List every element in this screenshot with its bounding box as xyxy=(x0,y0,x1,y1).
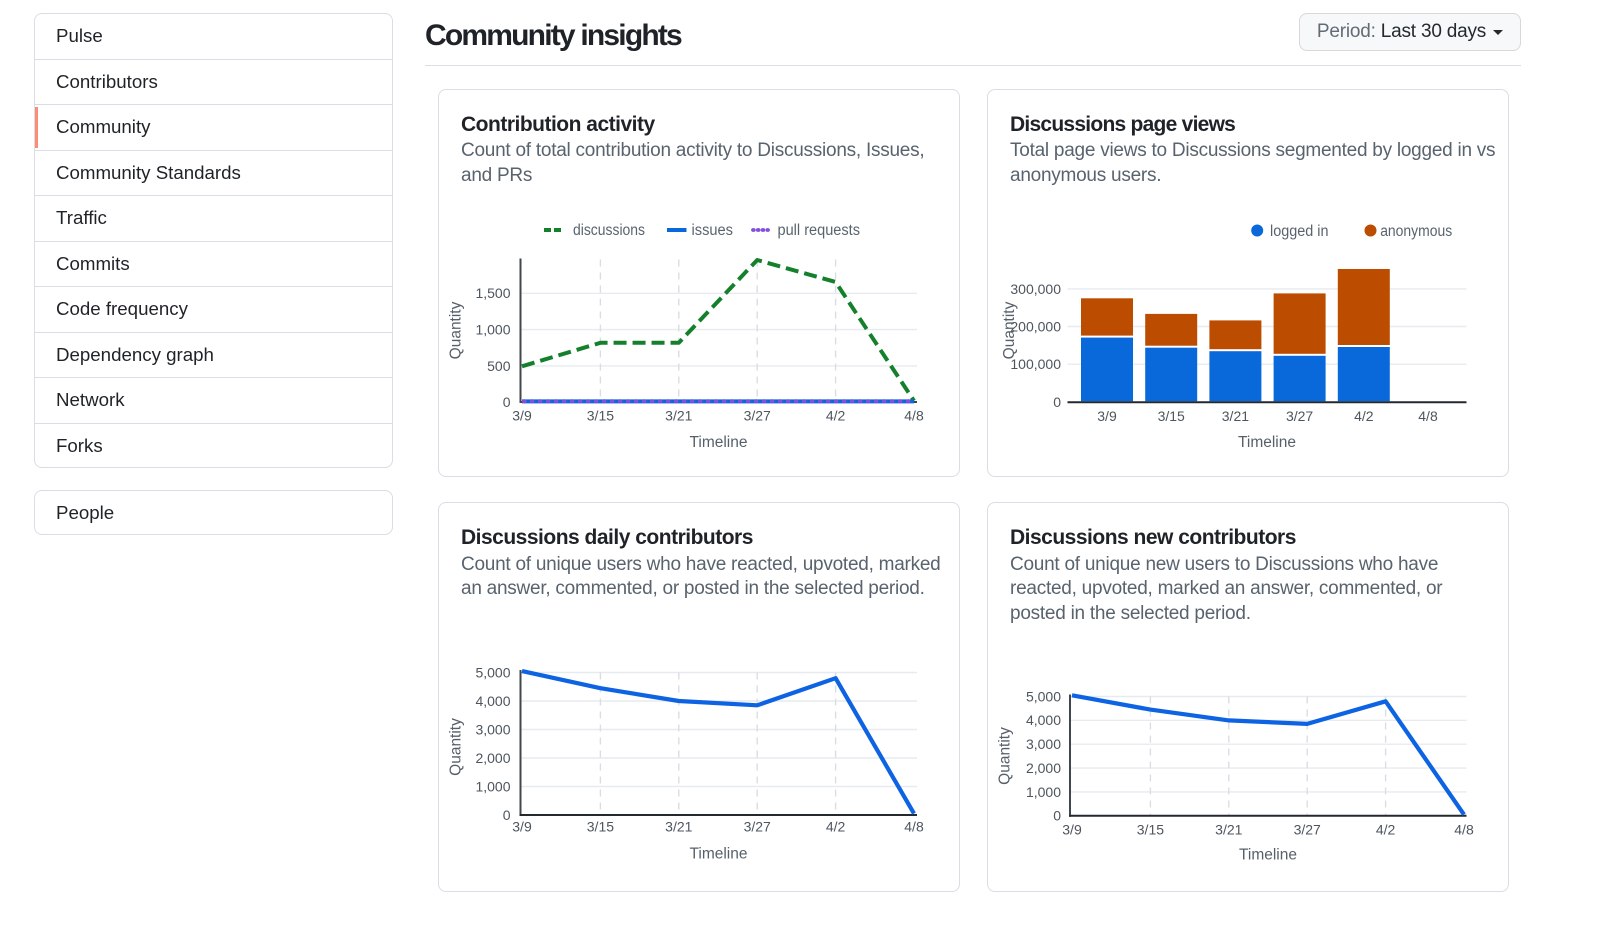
svg-text:4/8: 4/8 xyxy=(904,407,924,423)
svg-text:3/27: 3/27 xyxy=(1286,408,1313,424)
svg-text:3/21: 3/21 xyxy=(1215,822,1242,838)
svg-text:3/9: 3/9 xyxy=(1062,822,1082,838)
svg-text:Timeline: Timeline xyxy=(1239,847,1297,864)
svg-text:3/15: 3/15 xyxy=(1158,408,1185,424)
svg-text:pull requests: pull requests xyxy=(778,222,861,239)
svg-text:3/9: 3/9 xyxy=(512,819,532,835)
svg-text:3/15: 3/15 xyxy=(587,819,614,835)
svg-text:200,000: 200,000 xyxy=(1010,318,1061,334)
svg-text:1,000: 1,000 xyxy=(475,778,510,794)
svg-text:Timeline: Timeline xyxy=(690,846,748,863)
svg-text:4,000: 4,000 xyxy=(475,693,510,709)
svg-text:3/27: 3/27 xyxy=(744,407,771,423)
svg-text:4/2: 4/2 xyxy=(1376,822,1396,838)
svg-text:3,000: 3,000 xyxy=(1026,736,1061,752)
svg-text:anonymous: anonymous xyxy=(1380,223,1452,240)
svg-text:1,000: 1,000 xyxy=(1026,784,1061,800)
svg-text:3,000: 3,000 xyxy=(475,721,510,737)
svg-text:4,000: 4,000 xyxy=(1026,712,1061,728)
svg-text:3/27: 3/27 xyxy=(744,819,771,835)
svg-text:4/8: 4/8 xyxy=(1454,822,1474,838)
svg-text:1,000: 1,000 xyxy=(475,321,510,337)
svg-text:0: 0 xyxy=(503,393,511,409)
svg-text:300,000: 300,000 xyxy=(1010,281,1061,297)
svg-text:4/8: 4/8 xyxy=(1418,408,1438,424)
svg-text:3/27: 3/27 xyxy=(1294,822,1321,838)
svg-text:discussions: discussions xyxy=(573,222,645,239)
svg-text:100,000: 100,000 xyxy=(1010,356,1061,372)
svg-text:3/9: 3/9 xyxy=(512,407,532,423)
svg-text:Timeline: Timeline xyxy=(690,434,748,451)
svg-text:2,000: 2,000 xyxy=(1026,760,1061,776)
svg-text:3/21: 3/21 xyxy=(1222,408,1249,424)
svg-text:3/9: 3/9 xyxy=(1097,408,1117,424)
svg-text:Quantity: Quantity xyxy=(448,301,465,359)
svg-text:3/15: 3/15 xyxy=(1137,822,1164,838)
svg-text:4/2: 4/2 xyxy=(1354,408,1374,424)
svg-text:Quantity: Quantity xyxy=(997,727,1014,785)
svg-text:Timeline: Timeline xyxy=(1238,434,1296,451)
svg-text:5,000: 5,000 xyxy=(1026,688,1061,704)
svg-text:logged in: logged in xyxy=(1270,223,1329,240)
svg-text:4/8: 4/8 xyxy=(904,819,924,835)
svg-text:2,000: 2,000 xyxy=(475,750,510,766)
svg-text:3/21: 3/21 xyxy=(665,819,692,835)
svg-text:0: 0 xyxy=(1053,808,1061,824)
svg-text:3/15: 3/15 xyxy=(587,407,614,423)
svg-text:4/2: 4/2 xyxy=(826,819,846,835)
svg-text:issues: issues xyxy=(692,222,734,239)
svg-text:0: 0 xyxy=(1053,394,1061,410)
svg-text:Quantity: Quantity xyxy=(448,718,465,776)
svg-text:5,000: 5,000 xyxy=(475,664,510,680)
svg-text:3/21: 3/21 xyxy=(665,407,692,423)
svg-text:500: 500 xyxy=(487,357,511,373)
svg-text:Quantity: Quantity xyxy=(1001,301,1018,359)
svg-text:0: 0 xyxy=(503,807,511,823)
svg-text:1,500: 1,500 xyxy=(475,285,510,301)
svg-text:4/2: 4/2 xyxy=(826,407,846,423)
